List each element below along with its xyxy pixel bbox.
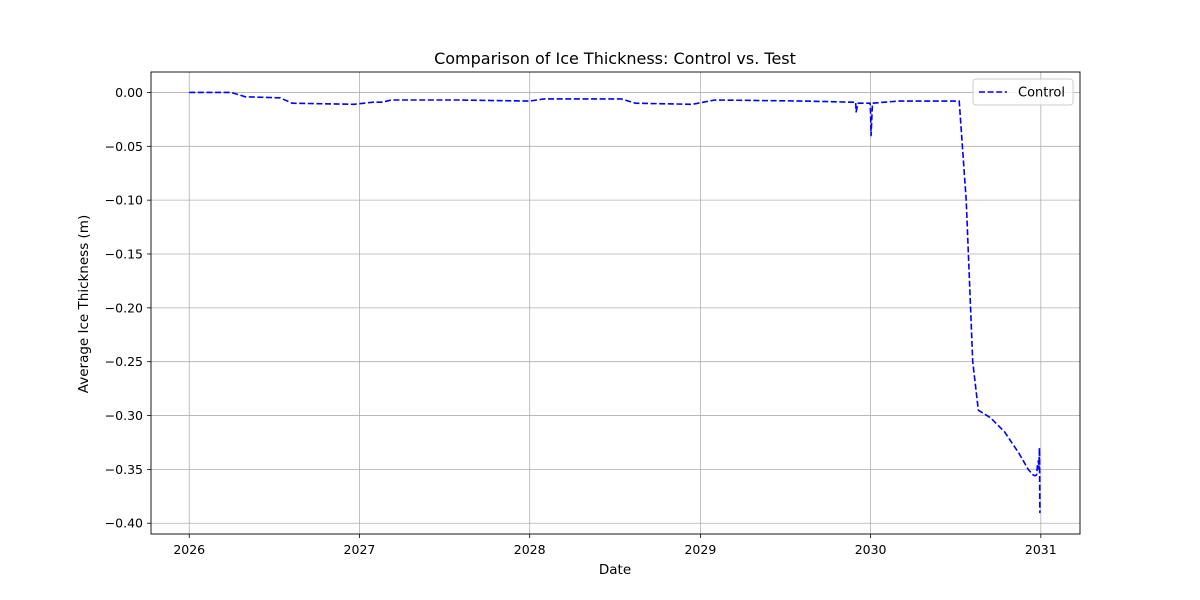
x-tick-label: 2030: [855, 542, 887, 557]
y-tick-label: −0.10: [105, 193, 143, 208]
chart-title: Comparison of Ice Thickness: Control vs.…: [434, 49, 796, 68]
y-tick-label: −0.20: [105, 300, 143, 315]
y-tick-label: −0.35: [105, 462, 143, 477]
y-tick-label: −0.25: [105, 354, 143, 369]
legend-label-control: Control: [1018, 86, 1065, 101]
legend-box: [972, 78, 1074, 106]
y-tick-label: −0.40: [105, 516, 143, 531]
legend: Control: [972, 78, 1074, 106]
x-tick-label: 2028: [514, 542, 546, 557]
y-tick-label: −0.15: [105, 247, 143, 262]
series-layer: [189, 91, 1041, 514]
grid: [151, 72, 1080, 534]
x-tick-label: 2027: [344, 542, 376, 557]
y-tick-label: −0.30: [105, 408, 143, 423]
x-tick-label: 2029: [684, 542, 716, 557]
x-tick-label: 2026: [173, 542, 205, 557]
y-axis-label: Average Ice Thickness (m): [76, 215, 92, 393]
x-axis-label: Date: [599, 562, 631, 578]
plot-frame: [150, 71, 1081, 535]
series-line-control: [189, 91, 1041, 514]
y-tick-label: 0.00: [115, 85, 143, 100]
y-tick-label: −0.05: [105, 139, 143, 154]
x-tick-label: 2031: [1025, 542, 1057, 557]
ticks: 2026 2027 2028 2029 2030 2031 0.00 −0.05 −0.10 −0…: [105, 85, 1057, 557]
